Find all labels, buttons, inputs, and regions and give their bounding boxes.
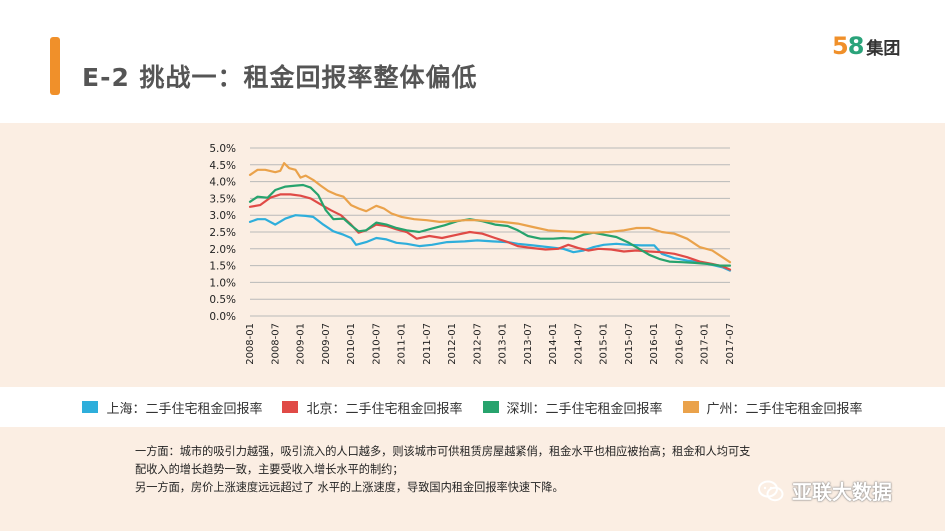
x-tick-label: 2015-01 xyxy=(599,323,610,365)
y-tick-label: 0.5% xyxy=(209,294,236,306)
y-tick-label: 0.0% xyxy=(209,311,236,323)
legend-label-guangzhou: 广州：二手住宅租金回报率 xyxy=(706,401,863,417)
x-tick-label: 2014-01 xyxy=(548,323,559,365)
x-tick-label: 2010-01 xyxy=(346,323,357,365)
x-tick-label: 2013-01 xyxy=(498,323,509,365)
x-tick-label: 2017-07 xyxy=(725,323,736,365)
x-tick-label: 2008-01 xyxy=(245,323,256,365)
legend-item-shenzhen: 深圳：二手住宅租金回报率 xyxy=(482,398,663,417)
notes-text: 一方面：城市的吸引力越强，吸引流入的人口越多，则该城市可供租赁房屋越紧俏，租金水… xyxy=(135,443,835,497)
legend-item-guangzhou: 广州：二手住宅租金回报率 xyxy=(682,398,863,417)
x-tick-label: 2011-01 xyxy=(397,323,408,365)
y-tick-label: 5.0% xyxy=(209,143,236,155)
x-tick-label: 2017-01 xyxy=(700,323,711,365)
series-line-shenzhen xyxy=(248,183,732,267)
legend-swatch-beijing xyxy=(282,401,299,413)
brand-logo-name: 集团 xyxy=(866,38,901,59)
x-tick-label: 2013-07 xyxy=(523,323,534,365)
brand-logo-digit-8: 8 xyxy=(847,32,865,60)
y-tick-label: 2.5% xyxy=(209,227,236,239)
note-line-3: 另一方面，房价上涨速度远远超过了 水平的上涨速度，导致国内租金回报率快速下降。 xyxy=(135,481,564,494)
chart-panel: 5.0% 4.5% 4.0% 3.5% 3.0% 2.5% 2.0% 1.5% 1.0% 0.5%… xyxy=(0,123,945,387)
slide-title: E-2 挑战一：租金回报率整体偏低 xyxy=(82,63,478,92)
line-chart: 5.0% 4.5% 4.0% 3.5% 3.0% 2.5% 2.0% 1.5% 1.0% 0.5%… xyxy=(209,143,736,365)
wechat-icon xyxy=(758,480,784,501)
legend-label-shenzhen: 深圳：二手住宅租金回报率 xyxy=(506,401,663,417)
legend-swatch-guangzhou xyxy=(682,401,699,413)
x-tick-label: 2015-07 xyxy=(624,323,635,365)
watermark: 亚联大数据 xyxy=(758,476,892,505)
y-tick-label: 1.5% xyxy=(209,261,236,273)
legend-label-shanghai: 上海：二手住宅租金回报率 xyxy=(106,401,263,417)
x-tick-label: 2016-07 xyxy=(674,323,685,365)
title-accent-bar xyxy=(50,37,60,95)
y-tick-label: 4.5% xyxy=(209,160,236,172)
x-tick-label: 2012-07 xyxy=(472,323,483,365)
legend-swatch-shenzhen xyxy=(482,401,499,413)
brand-logo-digit-5: 5 xyxy=(832,32,849,60)
brand-logo: 5 8 集团 xyxy=(832,32,900,60)
note-line-2: 配收入的增长趋势一致，主要受收入增长水平的制约； xyxy=(135,463,404,476)
y-tick-label: 3.0% xyxy=(209,210,236,222)
watermark-text: 亚联大数据 xyxy=(792,480,892,504)
x-tick-label: 2012-01 xyxy=(447,323,458,365)
x-tick-label: 2009-01 xyxy=(296,323,307,365)
chart-legend: 上海：二手住宅租金回报率 北京：二手住宅租金回报率 深圳：二手住宅租金回报率 广… xyxy=(0,387,945,427)
y-tick-label: 3.5% xyxy=(209,193,236,205)
legend-swatch-shanghai xyxy=(82,401,99,413)
note-line-1: 一方面：城市的吸引力越强，吸引流入的人口越多，则该城市可供租赁房屋越紧俏，租金水… xyxy=(135,445,751,458)
x-tick-label: 2014-07 xyxy=(573,323,584,365)
grid-lines xyxy=(250,147,730,317)
y-tick-label: 2.0% xyxy=(209,244,236,256)
x-tick-label: 2016-01 xyxy=(649,323,660,365)
x-tick-label: 2009-07 xyxy=(321,323,332,365)
legend-item-shanghai: 上海：二手住宅租金回报率 xyxy=(82,398,262,417)
legend-item-beijing: 北京：二手住宅租金回报率 xyxy=(282,398,463,417)
notes-panel: 一方面：城市的吸引力越强，吸引流入的人口越多，则该城市可供租赁房屋越紧俏，租金水… xyxy=(0,427,945,531)
series-lines xyxy=(248,162,732,272)
y-axis-ticks: 5.0% 4.5% 4.0% 3.5% 3.0% 2.5% 2.0% 1.5% 1.0% 0.5%… xyxy=(209,143,236,323)
series-line-shanghai xyxy=(248,214,732,272)
x-tick-label: 2011-07 xyxy=(422,323,433,365)
x-tick-label: 2008-07 xyxy=(270,323,281,365)
y-tick-label: 4.0% xyxy=(209,177,236,189)
y-tick-label: 1.0% xyxy=(209,277,236,289)
x-tick-label: 2010-07 xyxy=(371,323,382,365)
series-line-guangzhou xyxy=(248,162,732,264)
legend-label-beijing: 北京：二手住宅租金回报率 xyxy=(306,401,463,417)
x-axis-ticks: 2008-01 2008-07 2009-01 2009-07 2010-01 2010-… xyxy=(245,323,736,365)
